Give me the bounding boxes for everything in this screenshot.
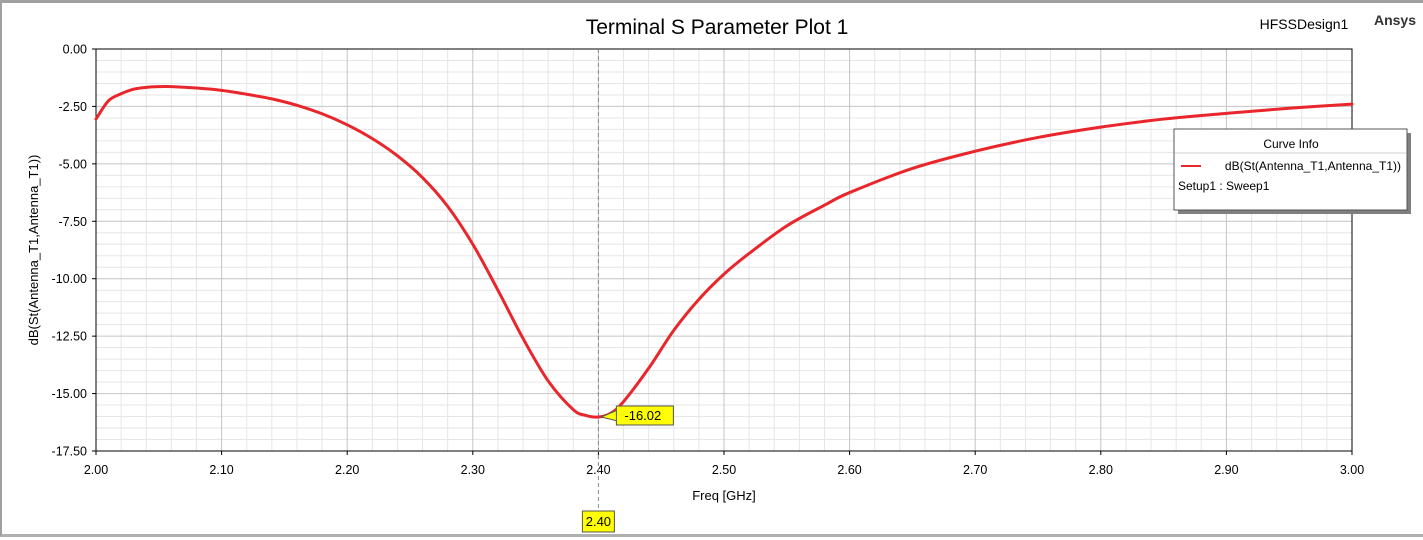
- x-tick-label: 2.90: [1214, 463, 1238, 477]
- y-tick-label: -12.50: [52, 330, 87, 344]
- x-axis-label: Freq [GHz]: [692, 488, 756, 503]
- y-axis-label: dB(St(Antenna_T1,Antenna_T1)): [26, 155, 41, 346]
- marker-freq-box: [581, 510, 615, 533]
- y-tick-label: -7.50: [59, 215, 88, 229]
- y-tick-label: -15.00: [52, 387, 87, 401]
- chart-title: Terminal S Parameter Plot 1: [586, 16, 849, 39]
- x-tick-label: 2.00: [84, 463, 108, 477]
- x-tick-label: 3.00: [1340, 463, 1364, 477]
- legend-box: [1173, 128, 1408, 211]
- x-tick-label: 2.60: [837, 463, 861, 477]
- y-tick-label: -5.00: [59, 157, 88, 171]
- legend-title: Curve Info: [1263, 137, 1319, 151]
- x-tick-label: 2.50: [712, 463, 736, 477]
- x-tick-label: 2.10: [209, 463, 233, 477]
- x-tick-label: 2.20: [335, 463, 359, 477]
- brand-logo: Ansys: [1374, 12, 1416, 28]
- legend-setup: Setup1 : Sweep1: [1178, 179, 1270, 193]
- x-tick-label: 2.70: [963, 463, 987, 477]
- x-axis-ticks: 2.00 2.10 2.20 2.30 2.40 2.50 2.60 2.70 2.80 2.90…: [84, 451, 1364, 477]
- y-tick-label: 0.00: [63, 43, 87, 57]
- marker-y-value: -16.02: [624, 408, 661, 423]
- y-tick-label: -2.50: [59, 100, 88, 114]
- x-tick-label: 2.80: [1089, 463, 1113, 477]
- marker-value-flag[interactable]: -16.02: [599, 405, 674, 426]
- marker-x-value: 2.40: [586, 514, 611, 529]
- series-line-s11[interactable]: [94, 85, 1354, 419]
- legend-entry[interactable]: dB(St(Antenna_T1,Antenna_T1)): [1225, 159, 1401, 173]
- y-tick-label: -17.50: [52, 445, 87, 459]
- marker-value-box: [615, 405, 674, 426]
- design-name: HFSSDesign1: [1260, 16, 1349, 32]
- marker-freq-flag[interactable]: 2.40: [581, 510, 615, 533]
- y-tick-label: -10.00: [52, 272, 87, 286]
- y-axis-ticks: 0.00 -2.50 -5.00 -7.50 -10.00 -12.50 -15.00 -17…: [52, 43, 96, 459]
- x-tick-label: 2.30: [461, 463, 485, 477]
- s-parameter-chart: Terminal S Parameter Plot 1 HFSSDesign1 …: [26, 12, 1416, 533]
- curve-info-legend[interactable]: Curve Info dB(St(Antenna_T1,Antenna_T1))…: [1173, 128, 1411, 214]
